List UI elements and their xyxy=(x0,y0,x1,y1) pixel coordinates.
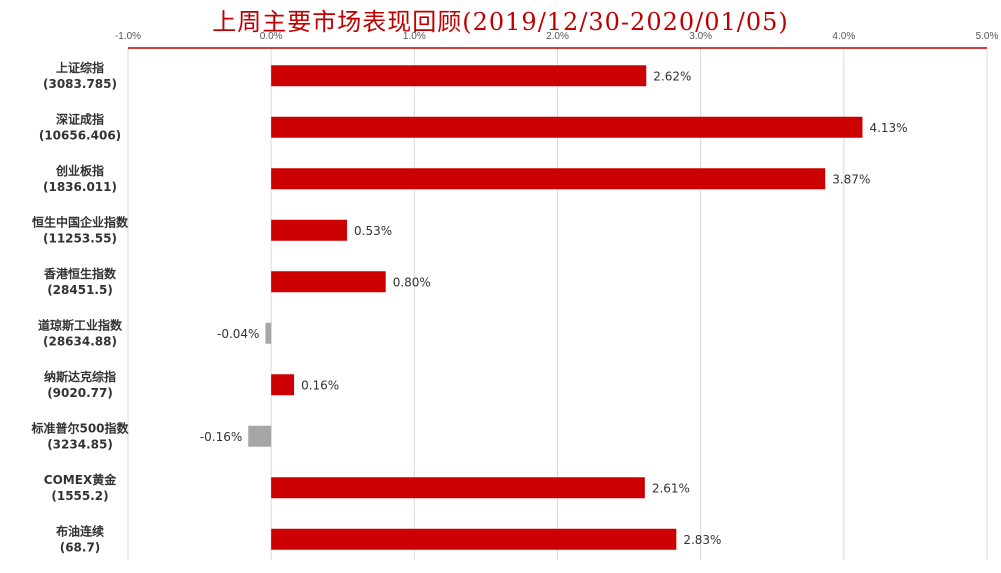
chart-title: 上周主要市场表现回顾(2019/12/30-2020/01/05) xyxy=(212,8,789,36)
category-label: 恒生中国企业指数 xyxy=(32,214,129,229)
bar xyxy=(271,168,826,190)
data-label: -0.04% xyxy=(217,327,259,341)
bars xyxy=(248,65,863,550)
category-label: 香港恒生指数 xyxy=(43,266,117,281)
category-label: COMEX黄金 xyxy=(44,472,117,487)
category-close-value: (3234.85) xyxy=(47,437,113,451)
bar xyxy=(271,374,295,396)
data-label: 0.53% xyxy=(354,224,392,238)
category-close-value: (3083.785) xyxy=(43,77,117,91)
category-close-value: (68.7) xyxy=(60,540,101,554)
category-close-value: (11253.55) xyxy=(43,231,117,245)
category-label: 深证成指 xyxy=(56,111,104,126)
category-label: 布油连续 xyxy=(56,523,104,538)
x-tick-label: 3.0% xyxy=(689,31,712,42)
data-label: -0.16% xyxy=(200,430,242,444)
x-tick-label: 5.0% xyxy=(976,31,999,42)
data-label: 0.16% xyxy=(301,378,339,392)
bar xyxy=(265,322,272,344)
data-label: 2.62% xyxy=(653,69,691,83)
data-label: 3.87% xyxy=(832,172,870,186)
bar xyxy=(248,425,272,447)
category-close-value: (1836.011) xyxy=(43,180,117,194)
x-tick-label: 0.0% xyxy=(260,31,283,42)
category-close-value: (10656.406) xyxy=(39,128,121,142)
x-tick-label: -1.0% xyxy=(115,31,141,42)
x-tick-label: 1.0% xyxy=(403,31,426,42)
category-label: 创业板指 xyxy=(55,163,104,178)
category-close-value: (1555.2) xyxy=(51,489,108,503)
data-label: 4.13% xyxy=(869,121,907,135)
bar xyxy=(271,477,645,499)
bar xyxy=(271,271,386,293)
data-labels: 2.62% 4.13% 3.87% 0.53% 0.80% -0.04% 0.16% -0.1… xyxy=(200,69,908,547)
category-close-value: (9020.77) xyxy=(47,386,113,400)
bar xyxy=(271,528,677,550)
data-label: 0.80% xyxy=(393,275,431,289)
x-tick-label: 4.0% xyxy=(832,31,855,42)
x-tick-label: 2.0% xyxy=(546,31,569,42)
category-close-value: (28451.5) xyxy=(47,283,113,297)
category-close-value: (28634.88) xyxy=(43,334,117,348)
x-axis: -1.0% 0.0% 1.0% 2.0% 3.0% 4.0% 5.0% xyxy=(115,31,999,49)
data-label: 2.83% xyxy=(683,533,721,547)
bar xyxy=(271,116,863,138)
bar xyxy=(271,219,348,241)
category-label: 标准普尔500指数 xyxy=(30,420,129,435)
bar xyxy=(271,65,647,87)
category-labels: 上证综指 (3083.785) 深证成指 (10656.406) 创业板指 (1836.0… xyxy=(30,60,129,555)
category-label: 道琼斯工业指数 xyxy=(38,317,123,332)
data-label: 2.61% xyxy=(652,481,690,495)
category-label: 上证综指 xyxy=(56,60,104,75)
category-label: 纳斯达克综指 xyxy=(44,369,116,384)
